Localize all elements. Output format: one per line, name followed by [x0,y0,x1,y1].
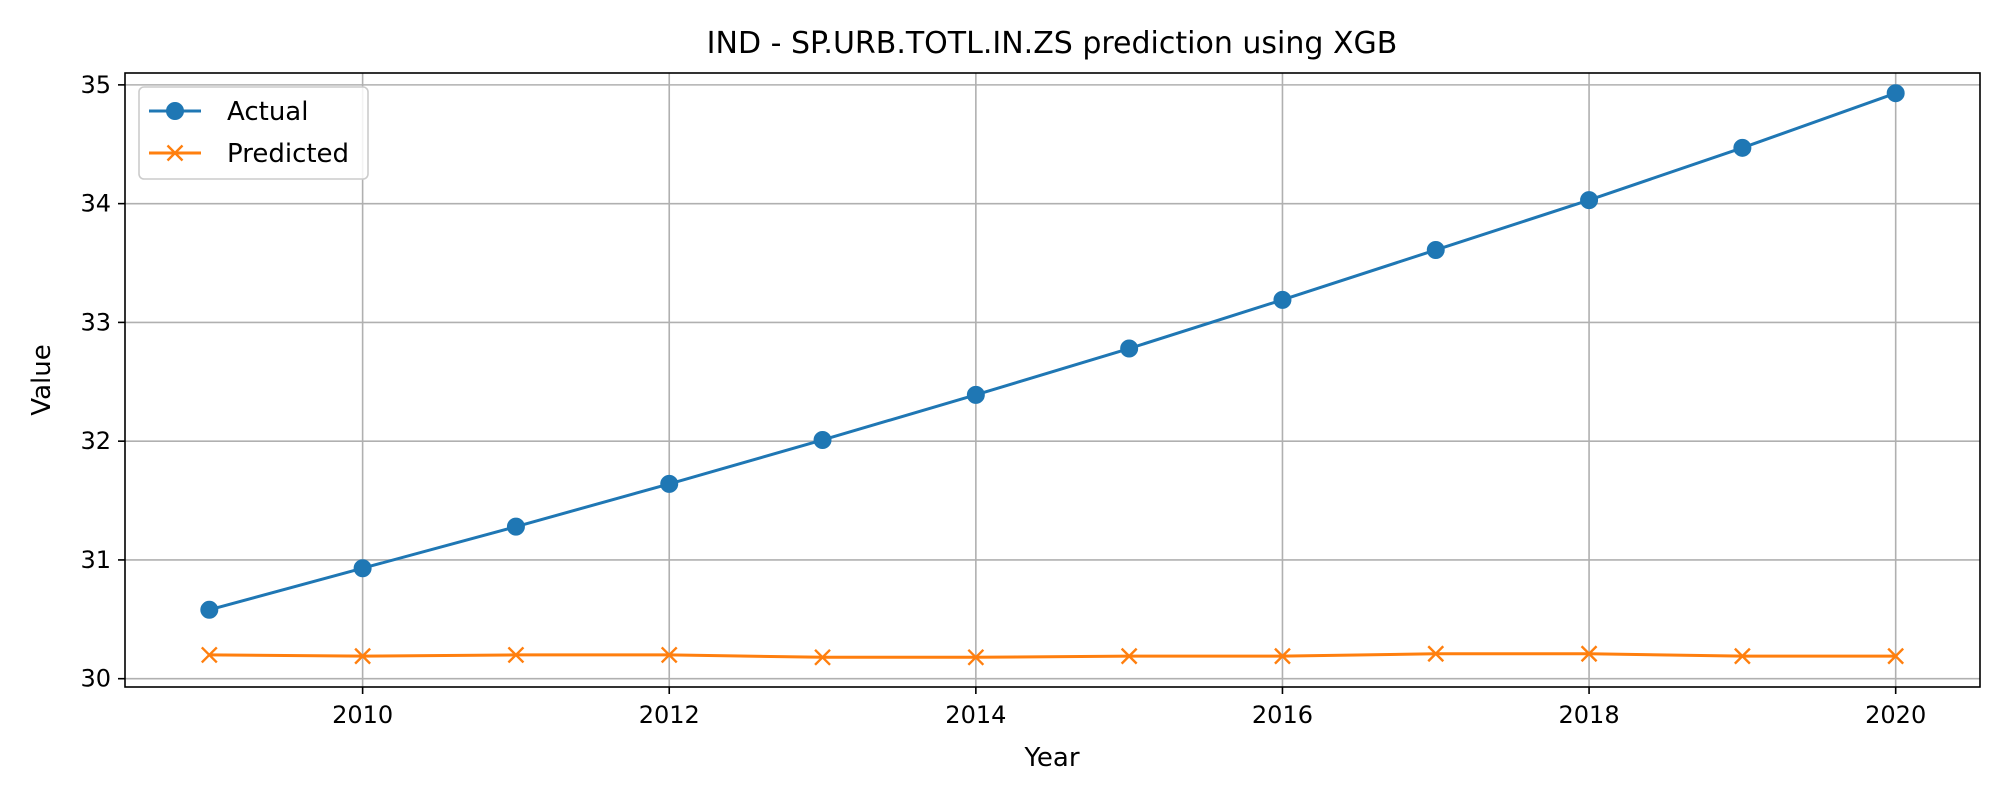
data-point-predicted [1734,647,1751,665]
grid [125,73,1980,687]
data-point-actual [200,600,219,619]
data-point-predicted [1120,647,1138,665]
x-marker-stroke [1734,647,1751,665]
y-tick-label: 32 [80,427,111,455]
data-point-predicted [814,648,831,666]
y-tick-label: 30 [80,665,111,693]
series-predicted [200,645,1905,666]
data-point-predicted [200,646,218,664]
x-marker-stroke [814,648,831,666]
x-marker-stroke [1120,647,1138,665]
data-point-predicted [1580,645,1598,663]
axes-frame [124,72,1981,688]
legend: Actual Predicted [138,86,369,180]
x-tick-label: 2020 [1865,701,1926,729]
x-marker-stroke [507,646,525,664]
data-point-predicted [354,647,371,665]
x-marker-stroke [967,648,985,666]
chart-title: IND - SP.URB.TOTL.IN.ZS prediction using… [707,26,1398,61]
x-tick-label: 2014 [945,701,1006,729]
legend-label: Actual [227,97,308,127]
data-point-actual [1733,138,1752,157]
series-line-predicted [209,652,1896,659]
data-point-actual [660,474,679,493]
data-point-actual [813,430,832,449]
x-marker-stroke [200,646,218,664]
data-point-actual [966,385,985,404]
legend-marker [166,144,184,162]
data-point-actual [353,559,372,578]
data-point-actual [1886,84,1905,103]
x-tick-label: 2010 [332,701,393,729]
x-marker-stroke [1274,647,1291,665]
x-marker-stroke [166,144,184,162]
data-point-predicted [660,646,678,664]
data-point-predicted [1274,647,1291,665]
x-marker-stroke [1887,647,1905,665]
y-tick-label: 34 [80,190,111,218]
legend-item-actual: Actual [149,97,308,127]
legend-label: Predicted [227,139,349,169]
legend-marker [166,102,184,120]
x-marker-stroke [354,647,371,665]
legend-item-predicted: Predicted [149,139,349,169]
data-point-actual [1426,240,1445,259]
data-point-actual [1580,191,1599,210]
plot-area [200,84,1905,666]
x-axis: 2010 2012 2014 2016 2018 2020 [332,687,1926,729]
x-marker-stroke [660,646,678,664]
x-marker-stroke [1580,645,1598,663]
x-tick-label: 2018 [1559,701,1620,729]
x-tick-label: 2012 [639,701,700,729]
data-point-actual [1120,339,1139,358]
y-axis: 30 31 32 33 34 35 [80,71,125,693]
data-point-actual [506,517,525,536]
data-point-predicted [507,646,525,664]
y-tick-label: 35 [80,71,111,99]
x-marker-stroke [1427,645,1445,663]
data-point-predicted [1427,645,1445,663]
data-point-predicted [1887,647,1905,665]
series-line-actual [208,91,1897,612]
x-tick-label: 2016 [1252,701,1313,729]
data-point-actual [1273,290,1292,309]
y-tick-label: 33 [80,308,111,336]
series-actual [200,84,1905,619]
y-tick-label: 31 [80,546,111,574]
data-point-predicted [967,648,985,666]
y-axis-label: Value [27,344,57,415]
x-axis-label: Year [1023,743,1079,773]
